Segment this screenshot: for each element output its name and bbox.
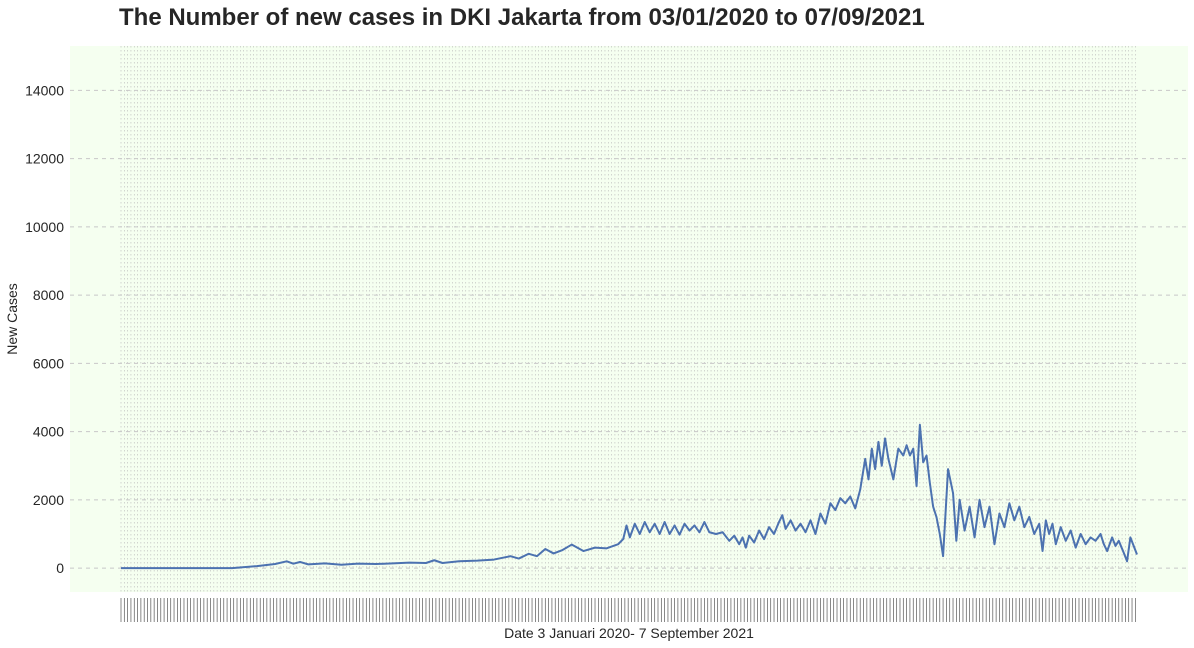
y-tick-label: 10000: [25, 219, 64, 235]
x-tick-marks: [120, 598, 1136, 622]
y-tick-label: 4000: [33, 424, 64, 440]
vertical-grid: [120, 46, 1136, 592]
y-tick-label: 0: [56, 560, 64, 576]
y-tick-label: 2000: [33, 492, 64, 508]
y-tick-labels: 0 2000 4000 6000 8000 10000 12000 14000: [25, 82, 64, 576]
y-tick-label: 8000: [33, 287, 64, 303]
y-tick-label: 12000: [25, 151, 64, 167]
plot-area-background: [70, 46, 1188, 592]
y-axis-title: New Cases: [4, 283, 20, 355]
x-axis-title: Date 3 Januari 2020- 7 September 2021: [504, 625, 754, 641]
horizontal-grid: [70, 89, 1188, 569]
chart-title: The Number of new cases in DKI Jakarta f…: [119, 4, 925, 31]
y-tick-label: 14000: [25, 82, 64, 98]
y-tick-label: 6000: [33, 355, 64, 371]
series-line-new-cases: [121, 423, 1138, 570]
